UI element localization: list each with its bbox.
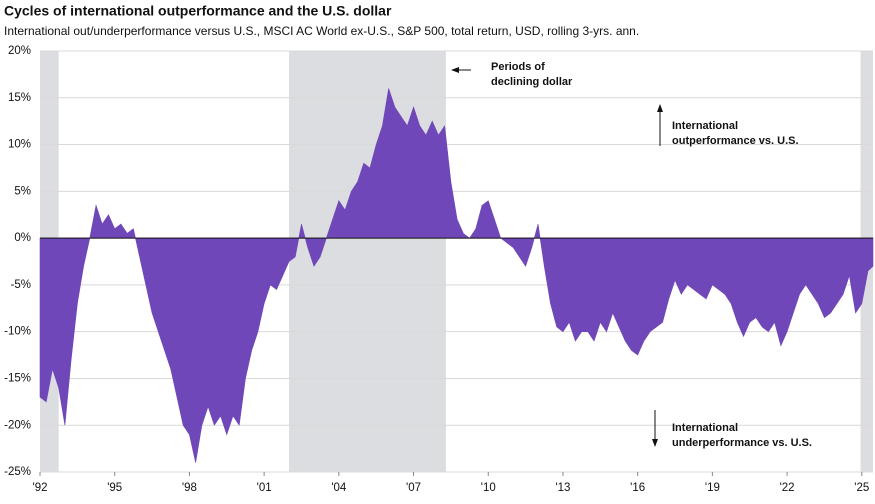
y-tick-label: -15% [4,372,31,384]
y-tick-label: 0% [14,232,31,244]
x-tick-label: '98 [182,482,197,494]
x-tick-label: '92 [33,482,48,494]
y-tick-label: -10% [4,326,31,338]
x-tick-label: '95 [107,482,122,494]
annotation: declining dollar [491,76,573,88]
annotation: outperformance vs. U.S. [672,135,799,147]
plot [39,88,874,463]
y-tick-label: 20% [8,45,31,57]
y-tick-label: -20% [4,419,31,431]
annotation: International [672,422,738,434]
x-tick-label: '01 [257,482,272,494]
x-tick-label: '16 [630,482,645,494]
annotation: underperformance vs. U.S. [672,437,812,449]
area [39,88,874,463]
x-tick-label: '22 [780,482,795,494]
y-tick-label: 10% [8,139,31,151]
y-tick-label: 15% [8,92,31,104]
annotation: Periods of [491,61,545,73]
chart-title: Cycles of international outperformance a… [4,3,392,19]
x-tick-label: '10 [481,482,496,494]
y-tick-label: 5% [14,185,31,197]
x-tick-label: '13 [555,482,570,494]
chart-subtitle: International out/underperformance versu… [4,24,639,38]
x-tick-label: '19 [705,482,720,494]
annotation: International [672,120,738,132]
x-tick-label: '07 [406,482,421,494]
x-tick-label: '25 [854,482,869,494]
y-tick-label: -25% [4,466,31,478]
x-tick-label: '04 [331,482,347,494]
y-tick-label: -5% [11,279,31,291]
